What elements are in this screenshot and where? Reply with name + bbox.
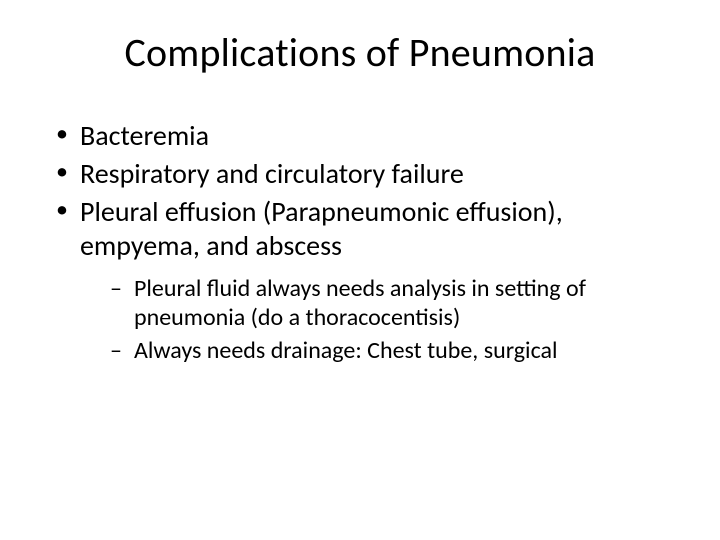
slide: Complications of Pneumonia Bacteremia Re… bbox=[0, 0, 720, 540]
bullet-list: Bacteremia Respiratory and circulatory f… bbox=[46, 119, 674, 365]
bullet-item: Pleural effusion (Parapneumonic effusion… bbox=[52, 195, 674, 365]
sub-bullet-item: Always needs drainage: Chest tube, surgi… bbox=[110, 336, 674, 365]
sub-bullet-text: Pleural fluid always needs analysis in s… bbox=[134, 274, 586, 332]
sub-bullet-item: Pleural fluid always needs analysis in s… bbox=[110, 274, 674, 333]
bullet-item: Bacteremia bbox=[52, 119, 674, 153]
bullet-item: Respiratory and circulatory failure bbox=[52, 157, 674, 191]
bullet-text: Pleural effusion (Parapneumonic effusion… bbox=[80, 194, 563, 263]
bullet-text: Respiratory and circulatory failure bbox=[80, 156, 464, 191]
bullet-text: Bacteremia bbox=[80, 118, 209, 153]
sub-bullet-list: Pleural fluid always needs analysis in s… bbox=[80, 274, 674, 366]
slide-title: Complications of Pneumonia bbox=[46, 28, 674, 77]
sub-bullet-text: Always needs drainage: Chest tube, surgi… bbox=[134, 336, 558, 365]
